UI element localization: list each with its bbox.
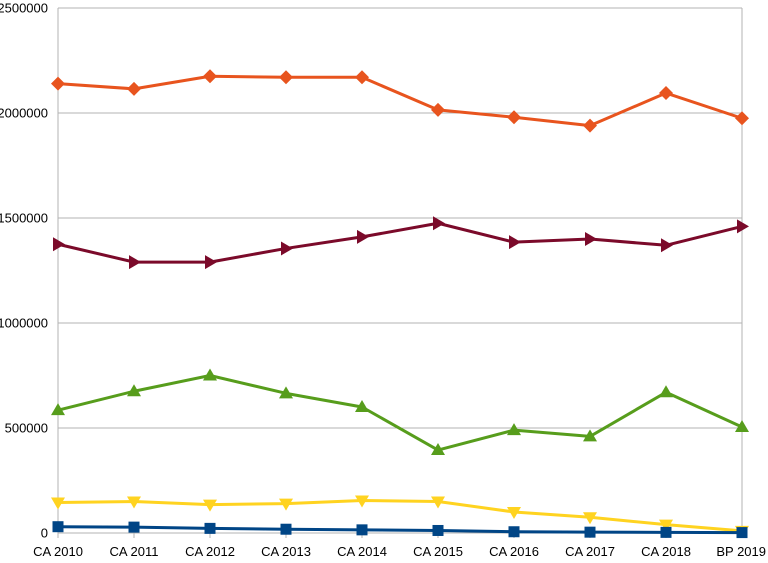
data-point-triangle-right	[281, 241, 293, 256]
series-1	[51, 69, 749, 133]
data-point-triangle-up	[127, 384, 141, 397]
x-tick-label: BP 2019	[716, 544, 766, 559]
data-point-triangle-down	[355, 495, 369, 508]
data-point-square	[584, 526, 596, 538]
x-tick-label: CA 2014	[337, 544, 387, 559]
series-line	[56, 74, 744, 128]
data-point-diamond	[127, 81, 141, 96]
x-tick-label: CA 2018	[641, 544, 691, 559]
x-tick-label: CA 2016	[489, 544, 539, 559]
x-tick-label: CA 2017	[565, 544, 615, 559]
data-point-triangle-up	[203, 368, 217, 381]
data-point-triangle-up	[51, 403, 65, 416]
grid-layer	[57, 7, 743, 538]
data-point-square	[356, 524, 368, 536]
y-axis-tick-labels: 0 500000 1000000 1500000 2000000 2500000	[0, 1, 48, 541]
data-point-diamond	[735, 111, 749, 126]
series-2	[53, 216, 749, 270]
data-point-triangle-down	[583, 512, 597, 525]
data-point-square	[736, 527, 748, 539]
data-point-diamond	[507, 110, 521, 125]
y-tick-label: 2000000	[0, 106, 48, 121]
data-point-square	[508, 526, 520, 538]
y-tick-label: 1000000	[0, 316, 48, 331]
data-point-triangle-right	[53, 237, 65, 252]
data-point-triangle-right	[661, 238, 673, 253]
data-point-triangle-up	[583, 429, 597, 442]
data-point-triangle-right	[129, 255, 141, 270]
data-point-triangle-up	[355, 400, 369, 412]
data-point-triangle-right	[433, 216, 445, 231]
data-point-square	[52, 521, 64, 533]
data-point-triangle-up	[659, 385, 673, 398]
data-point-triangle-up	[735, 419, 749, 432]
y-tick-label: 1500000	[0, 211, 48, 226]
series-line	[56, 374, 744, 452]
data-point-square	[204, 522, 216, 534]
data-point-triangle-down	[659, 519, 673, 532]
data-point-triangle-right	[205, 255, 217, 270]
y-tick-label: 0	[41, 526, 48, 541]
data-point-diamond	[279, 70, 293, 85]
data-point-triangle-up	[279, 386, 293, 399]
series-5	[52, 521, 748, 539]
x-tick-label: CA 2011	[110, 544, 159, 559]
data-point-square	[128, 521, 140, 533]
data-point-triangle-right	[585, 232, 597, 246]
y-tick-label: 500000	[5, 421, 48, 436]
data-point-square	[280, 523, 292, 535]
data-point-triangle-up	[507, 423, 521, 436]
data-point-triangle-down	[127, 496, 141, 509]
series-layer	[51, 69, 749, 539]
data-point-diamond	[659, 86, 673, 101]
data-point-triangle-up	[431, 443, 445, 456]
data-point-triangle-right	[357, 229, 369, 244]
series-line	[56, 525, 744, 535]
data-point-diamond	[355, 70, 369, 85]
y-tick-label: 2500000	[0, 1, 48, 16]
x-axis-tick-labels: CA 2010 CA 2011 CA 2012 CA 2013 CA 2014 CA 20…	[33, 544, 766, 559]
x-tick-label: CA 2012	[185, 544, 235, 559]
data-point-triangle-down	[51, 497, 65, 510]
x-tick-label: CA 2010	[33, 544, 83, 559]
data-point-diamond	[583, 118, 597, 133]
data-point-diamond	[51, 76, 65, 91]
data-point-triangle-down	[279, 498, 293, 511]
x-tick-label: CA 2013	[261, 544, 311, 559]
series-line	[56, 221, 744, 264]
x-tick-label: CA 2015	[413, 544, 463, 559]
series-line	[56, 498, 744, 533]
data-point-triangle-right	[737, 219, 749, 234]
series-3	[51, 368, 749, 456]
data-point-triangle-down	[203, 499, 217, 512]
data-point-triangle-right	[509, 235, 521, 250]
data-point-square	[432, 524, 444, 536]
data-point-diamond	[203, 69, 217, 84]
data-point-diamond	[431, 102, 445, 117]
data-point-triangle-down	[507, 507, 521, 519]
data-point-square	[660, 526, 672, 538]
data-point-triangle-down	[431, 496, 445, 509]
